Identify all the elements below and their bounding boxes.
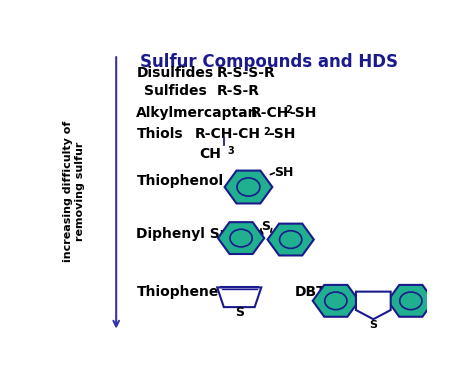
Polygon shape <box>267 224 314 255</box>
Text: S: S <box>235 306 244 319</box>
Text: DBT: DBT <box>294 285 326 299</box>
Text: Sulfur Compounds and HDS: Sulfur Compounds and HDS <box>140 53 398 71</box>
Polygon shape <box>356 291 391 319</box>
Polygon shape <box>225 171 272 204</box>
Text: CH: CH <box>199 147 221 161</box>
Text: Thiols: Thiols <box>137 127 183 141</box>
Circle shape <box>237 178 260 196</box>
Circle shape <box>230 229 252 247</box>
Text: Disulfides: Disulfides <box>137 66 213 80</box>
Polygon shape <box>388 285 434 317</box>
Polygon shape <box>218 222 264 254</box>
Polygon shape <box>313 285 359 317</box>
Text: R-S-R: R-S-R <box>217 84 260 98</box>
Text: Alkylmercaptan: Alkylmercaptan <box>137 106 259 120</box>
Text: increasing difficulty of
removing sulfur: increasing difficulty of removing sulfur <box>63 121 85 262</box>
Polygon shape <box>217 287 261 307</box>
Text: S: S <box>369 320 377 330</box>
Circle shape <box>325 292 347 310</box>
Text: -SH: -SH <box>290 106 317 120</box>
Circle shape <box>400 292 422 310</box>
Text: Thiophenol: Thiophenol <box>137 174 224 188</box>
Text: 3: 3 <box>227 146 234 156</box>
Text: -SH: -SH <box>268 127 296 141</box>
Text: 2: 2 <box>264 127 270 136</box>
Text: R-S-S-R: R-S-S-R <box>217 66 276 80</box>
Text: 2: 2 <box>285 105 292 114</box>
Text: R-CH-CH: R-CH-CH <box>195 127 261 141</box>
Circle shape <box>280 231 302 248</box>
Text: Sulfides: Sulfides <box>144 84 207 98</box>
Text: Thiophene: Thiophene <box>137 285 219 299</box>
Text: R-CH: R-CH <box>250 106 289 120</box>
Text: Diphenyl Sulfide: Diphenyl Sulfide <box>137 227 264 241</box>
Text: S: S <box>261 220 270 233</box>
Text: SH: SH <box>274 166 293 179</box>
